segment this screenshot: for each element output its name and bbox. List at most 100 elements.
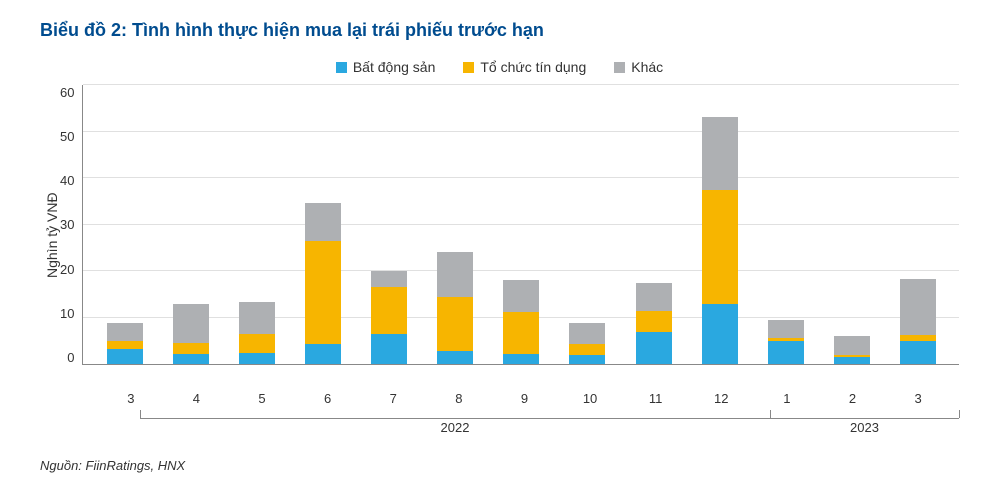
- y-tick-label: 0: [67, 350, 74, 365]
- x-tick-label: 5: [229, 391, 295, 406]
- bars-container: [83, 85, 959, 364]
- bar-segment-tctd: [702, 190, 738, 304]
- bar-segment-bds: [173, 354, 209, 364]
- stacked-bar: [173, 304, 209, 364]
- x-tick-label: 12: [688, 391, 754, 406]
- x-axis: 3456789101112123: [90, 385, 959, 406]
- bar-segment-bds: [437, 351, 473, 364]
- y-tick-label: 60: [60, 85, 74, 100]
- y-axis: 6050403020100: [60, 85, 82, 365]
- bar-segment-tctd: [173, 343, 209, 354]
- x-tick-label: 3: [885, 391, 951, 406]
- bar-segment-bds: [702, 304, 738, 364]
- legend-label: Bất động sản: [353, 59, 436, 75]
- stacked-bar: [371, 271, 407, 364]
- bar-segment-tctd: [239, 334, 275, 353]
- bar-group: [753, 85, 819, 364]
- bar-segment-bds: [569, 355, 605, 364]
- y-tick-label: 30: [60, 217, 74, 232]
- x-tick-label: 7: [360, 391, 426, 406]
- x-tick-label: 8: [426, 391, 492, 406]
- legend-item: Khác: [614, 59, 663, 75]
- bar-group: [554, 85, 620, 364]
- bar-segment-bds: [503, 354, 539, 364]
- bar-group: [422, 85, 488, 364]
- y-tick-label: 20: [60, 262, 74, 277]
- bar-segment-khac: [305, 203, 341, 241]
- year-axis: 20222023: [140, 410, 959, 436]
- bar-segment-tctd: [636, 311, 672, 332]
- bar-group: [620, 85, 686, 364]
- bar-segment-bds: [371, 334, 407, 364]
- x-tick-label: 9: [492, 391, 558, 406]
- stacked-bar: [305, 203, 341, 364]
- x-tick-label: 4: [164, 391, 230, 406]
- x-tick-label: 10: [557, 391, 623, 406]
- bar-segment-tctd: [503, 312, 539, 354]
- x-tick-label: 2: [820, 391, 886, 406]
- bar-segment-khac: [503, 280, 539, 311]
- bar-segment-bds: [305, 344, 341, 364]
- bar-segment-khac: [636, 283, 672, 311]
- bar-segment-bds: [834, 357, 870, 364]
- plot-area: [82, 85, 959, 365]
- bar-segment-tctd: [569, 344, 605, 355]
- legend-label: Tổ chức tín dụng: [480, 59, 586, 75]
- stacked-bar: [768, 320, 804, 364]
- bar-segment-bds: [900, 341, 936, 364]
- stacked-bar: [107, 323, 143, 364]
- bar-segment-tctd: [437, 297, 473, 351]
- year-label: 2022: [441, 420, 470, 435]
- stacked-bar: [239, 302, 275, 364]
- bar-group: [356, 85, 422, 364]
- y-tick-label: 50: [60, 129, 74, 144]
- bar-segment-bds: [239, 353, 275, 364]
- stacked-bar: [503, 280, 539, 364]
- bar-segment-khac: [239, 302, 275, 334]
- bar-segment-khac: [437, 252, 473, 298]
- stacked-bar: [900, 279, 936, 364]
- bar-group: [885, 85, 951, 364]
- y-tick-label: 10: [60, 306, 74, 321]
- legend-swatch: [336, 62, 347, 73]
- chart-area: Nghìn tỷ VNĐ 6050403020100: [40, 85, 959, 385]
- legend-item: Tổ chức tín dụng: [463, 59, 586, 75]
- bar-segment-khac: [371, 271, 407, 287]
- bar-group: [488, 85, 554, 364]
- year-tick: [959, 410, 960, 418]
- stacked-bar: [437, 252, 473, 364]
- year-axis-line: [140, 418, 959, 419]
- bar-group: [819, 85, 885, 364]
- bar-segment-bds: [636, 332, 672, 364]
- legend-item: Bất động sản: [336, 59, 436, 75]
- chart-title: Biểu đồ 2: Tình hình thực hiện mua lại t…: [40, 20, 959, 41]
- source-text: Nguồn: FiinRatings, HNX: [40, 458, 959, 473]
- stacked-bar: [569, 323, 605, 364]
- legend-swatch: [614, 62, 625, 73]
- x-tick-label: 11: [623, 391, 689, 406]
- bar-group: [290, 85, 356, 364]
- bar-segment-khac: [834, 336, 870, 355]
- bar-segment-khac: [569, 323, 605, 344]
- bar-segment-tctd: [107, 341, 143, 349]
- legend-label: Khác: [631, 59, 663, 75]
- bar-segment-khac: [900, 279, 936, 335]
- y-axis-label: Nghìn tỷ VNĐ: [40, 85, 60, 385]
- bar-segment-bds: [107, 349, 143, 364]
- x-tick-label: 6: [295, 391, 361, 406]
- bar-segment-khac: [173, 304, 209, 343]
- bar-segment-tctd: [371, 287, 407, 334]
- year-tick: [140, 410, 141, 418]
- bar-segment-khac: [107, 323, 143, 341]
- stacked-bar: [636, 283, 672, 364]
- bar-segment-tctd: [305, 241, 341, 344]
- bar-group: [158, 85, 224, 364]
- year-tick: [770, 410, 771, 418]
- bar-segment-bds: [768, 341, 804, 364]
- stacked-bar: [834, 336, 870, 364]
- legend: Bất động sản Tổ chức tín dụng Khác: [40, 59, 959, 75]
- stacked-bar: [702, 117, 738, 364]
- bar-segment-khac: [702, 117, 738, 190]
- legend-swatch: [463, 62, 474, 73]
- bar-group: [91, 85, 157, 364]
